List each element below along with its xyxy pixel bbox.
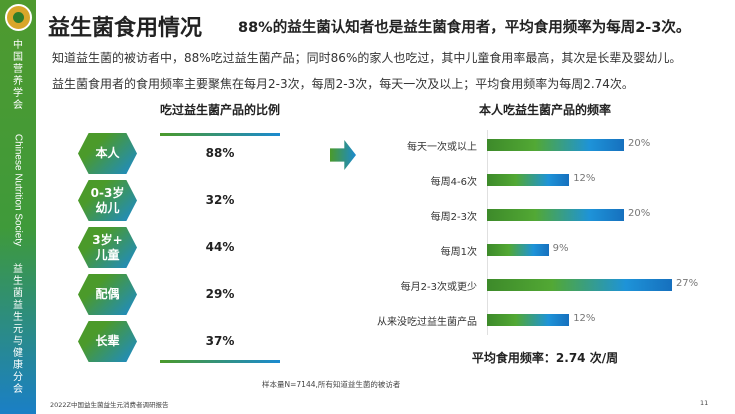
bar-label: 每月2-3次或更少 [400,282,477,293]
branch-name: 益生菌益生元与健康分会 [13,264,23,395]
bar-value-label: 20% [628,208,651,219]
bar [487,209,624,221]
group-percentage: 29% [205,287,235,301]
bar-label: 每周1次 [440,247,477,258]
bar-value-label: 12% [573,313,596,324]
average-frequency: 平均食用频率：2.74 次/周 [471,351,619,365]
left-chart-title: 吃过益生菌产品的比例 [160,103,281,117]
bar [487,174,570,186]
arrow-right-icon [330,140,356,170]
bar-value-label: 20% [628,138,651,149]
divider-line [160,360,280,363]
divider-line [160,133,280,136]
org-name-en: Chinese Nutrition Society [12,133,24,247]
chart-axis [487,130,488,335]
footer-source: 2022Z中国益生菌益生元消费者调研报告 [50,401,169,409]
description-line: 知道益生菌的被访者中，88%吃过益生菌产品；同时86%的家人也吃过，其中儿童食用… [52,51,682,65]
bar-label: 每天一次或以上 [407,142,477,153]
group-hexagon: 配偶 [78,274,137,315]
group-hexagon: 0-3岁 幼儿 [78,180,137,221]
group-hexagon: 本人 [78,133,137,174]
bar-value-label: 27% [675,278,699,289]
bar [487,314,570,326]
chart-title: 本人吃益生菌产品的频率 [478,103,611,117]
bar [487,244,549,256]
description-line: 益生菌食用者的食用频率主要聚焦在每月2-3次，每周2-3次，每天一次及以上；平均… [52,77,634,91]
group-hexagon: 3岁+ 儿童 [78,227,137,268]
group-hexagon: 长辈 [78,321,137,362]
group-percentage: 88% [205,146,235,160]
bar-label: 每周2-3次 [430,212,477,223]
page-subtitle: 88%的益生菌认知者也是益生菌食用者，平均食用频率为每周2-3次。 [238,20,691,36]
sample-note: 样本量N=7144,所有知道益生菌的被访者 [262,380,401,389]
society-logo [5,4,32,31]
page-number: 11 [700,399,709,407]
bar [487,139,624,151]
bar-label: 从来没吃过益生菌产品 [377,317,477,328]
bar-value-label: 9% [552,243,569,254]
page-title: 益生菌食用情况 [48,16,203,41]
org-name: 中国营养学会 [13,40,23,111]
bar-label: 每周4-6次 [430,177,477,188]
group-percentage: 32% [205,193,235,207]
sidebar: 中国营养学会 Chinese Nutrition Society 益生菌益生元与… [0,0,36,414]
bar [487,279,672,291]
bar-value-label: 12% [573,173,596,184]
group-percentage: 37% [205,334,235,348]
group-percentage: 44% [205,240,235,254]
